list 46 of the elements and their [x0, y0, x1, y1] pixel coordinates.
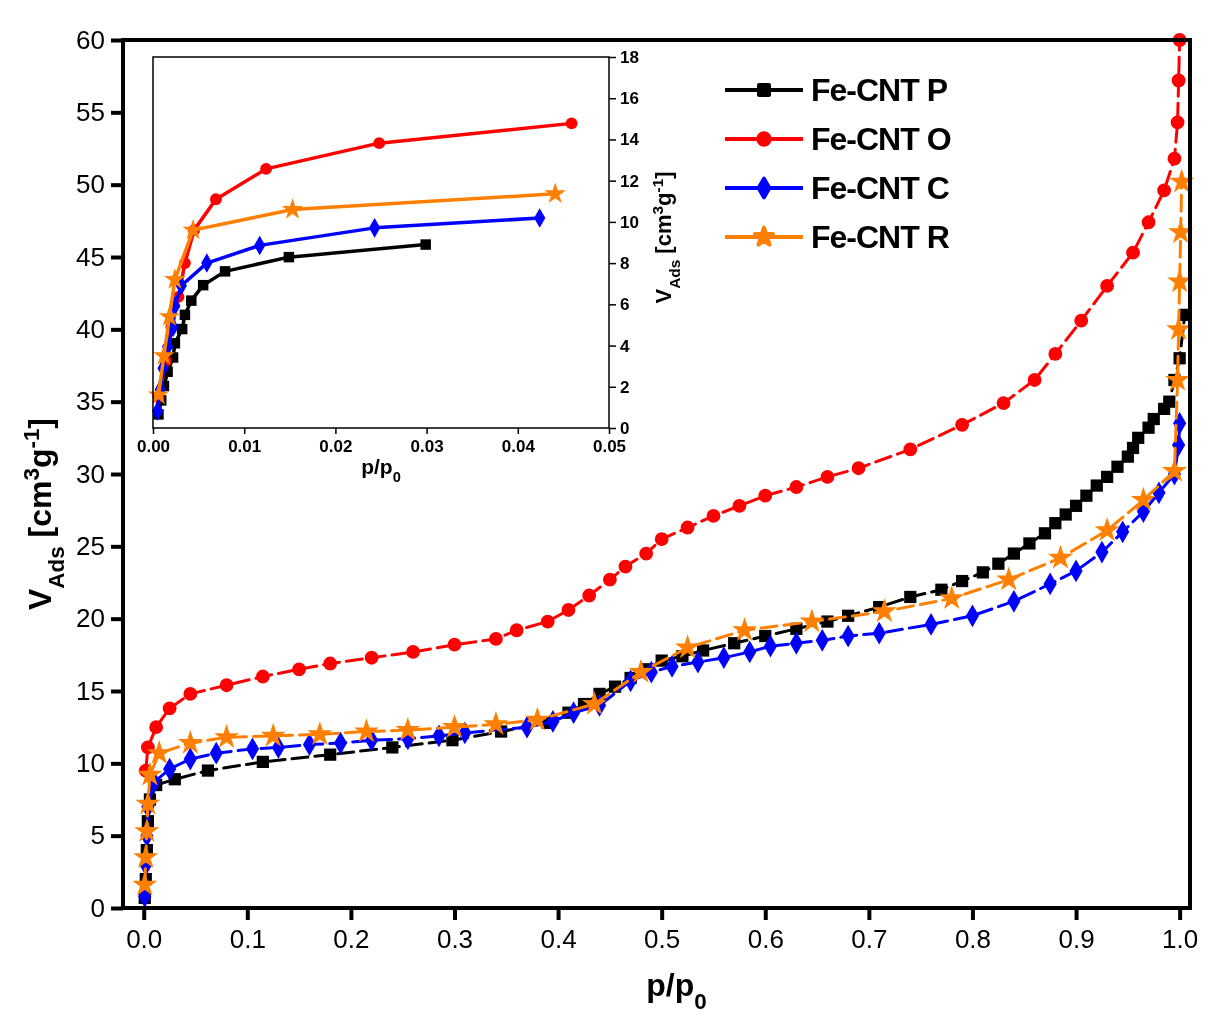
- y-tick-label: 5: [90, 820, 105, 851]
- y2-tick-label: 8: [620, 254, 630, 274]
- x-tick-label: 0.9: [1058, 924, 1095, 955]
- y-tick-label: 10: [76, 748, 105, 779]
- y2-tick-label: 14: [620, 130, 640, 150]
- x-tick-label: 1.0: [1162, 924, 1199, 955]
- x-tick-label: 0.6: [747, 924, 784, 955]
- y-tick-label: 40: [76, 314, 105, 345]
- x-tick-label: 0.1: [229, 924, 266, 955]
- legend-label: Fe-CNT C: [811, 170, 950, 206]
- y2-tick-label: 0: [620, 418, 630, 438]
- y-tick-label: 35: [76, 386, 105, 417]
- legend-label: Fe-CNT P: [811, 72, 948, 108]
- x-axis-title: p/p$_{0}$: [646, 967, 707, 1014]
- x-axis-title: p/p$_{0}$: [361, 455, 401, 485]
- y-tick-label: 60: [76, 24, 105, 55]
- y2-tick-label: 4: [620, 336, 630, 356]
- x-tick-label: 0.4: [540, 924, 577, 955]
- y-tick-label: 0: [90, 892, 105, 923]
- x-tick-label: 0.8: [954, 924, 992, 955]
- y2-tick-label: 18: [620, 47, 639, 67]
- x-tick-label: 0.00: [136, 437, 171, 457]
- y2-tick-label: 16: [620, 89, 639, 109]
- x-tick-label: 0.03: [410, 437, 444, 457]
- x-tick-label: 0.2: [333, 924, 370, 955]
- y-tick-label: 25: [76, 531, 105, 562]
- legend-label: Fe-CNT O: [811, 121, 951, 157]
- x-tick-label: 0.05: [592, 437, 627, 457]
- legend-label: Fe-CNT R: [811, 219, 950, 255]
- y-tick-label: 30: [76, 458, 105, 489]
- y2-tick-label: 12: [620, 171, 639, 191]
- x-tick-label: 0.0: [126, 924, 163, 955]
- y2-tick-label: 10: [620, 212, 639, 232]
- y2-tick-label: 2: [620, 377, 630, 397]
- y-tick-label: 20: [76, 603, 105, 634]
- x-tick-label: 0.04: [501, 437, 536, 457]
- y-tick-label: 50: [76, 169, 105, 200]
- y-tick-label: 15: [76, 675, 105, 706]
- x-tick-label: 0.3: [436, 924, 474, 955]
- y-tick-label: 55: [76, 97, 105, 128]
- y-tick-label: 45: [76, 241, 105, 272]
- x-tick-label: 0.7: [851, 924, 888, 955]
- x-tick-label: 0.02: [319, 437, 353, 457]
- y2-tick-label: 6: [620, 295, 630, 315]
- x-tick-label: 0.5: [644, 924, 681, 955]
- x-tick-label: 0.01: [228, 437, 262, 457]
